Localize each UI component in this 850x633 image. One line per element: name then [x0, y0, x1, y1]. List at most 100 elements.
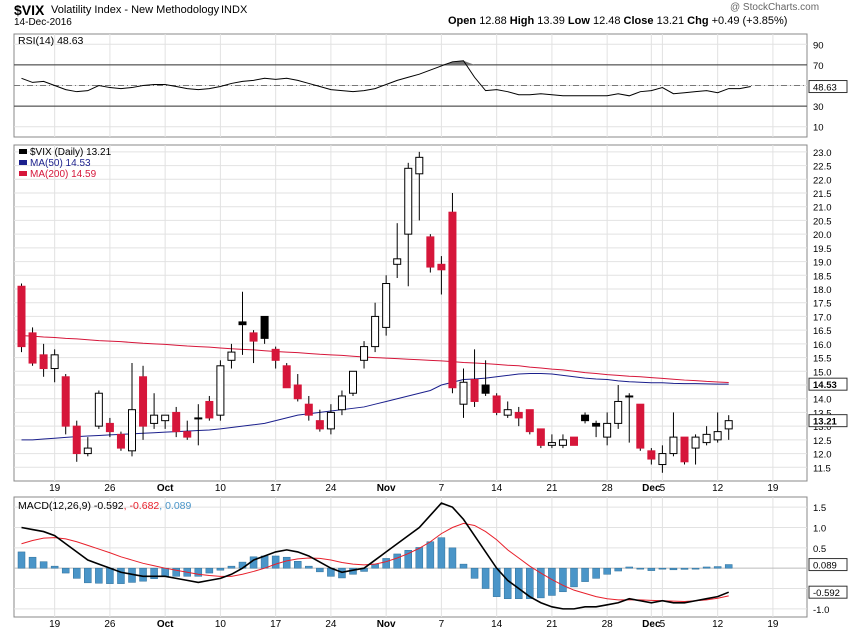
macd-histogram-bar: [625, 566, 633, 569]
ohlc-readout: Open 12.88 High 13.39 Low 12.48 Close 13…: [448, 15, 787, 27]
candle-body: [558, 439, 567, 446]
macd-legend-item: , 0.089: [159, 500, 191, 512]
macd-signal-line: [21, 522, 729, 603]
x-tick-label-macd: 28: [602, 619, 614, 630]
macd-histogram-bar: [139, 567, 147, 582]
chg-value: +0.49 (+3.85%): [711, 15, 788, 27]
candle-body: [238, 321, 247, 326]
x-tick-label-macd: 19: [767, 619, 779, 630]
macd-histogram-bar: [316, 567, 324, 573]
ma50-line: [21, 372, 729, 441]
chart-date: 14-Dec-2016: [14, 17, 72, 28]
x-tick-label: 19: [767, 483, 779, 494]
price-tick-label: 12.5: [813, 436, 832, 447]
price-tick-label: 16.0: [813, 340, 832, 351]
macd-histogram-bar: [282, 556, 291, 569]
x-tick-label: Dec: [642, 483, 661, 494]
macd-histogram-bar: [492, 567, 501, 597]
candle-body: [636, 403, 645, 449]
macd-histogram-bar: [470, 567, 479, 579]
price-tick-label: 16.5: [813, 326, 832, 337]
macd-last-value-tag: [808, 585, 848, 599]
x-tick-label: 7: [439, 483, 445, 494]
macd-histogram-bar: [17, 551, 26, 569]
candle-body: [17, 285, 26, 348]
macd-histogram-bar: [216, 567, 225, 571]
candle-body: [393, 258, 402, 265]
close-value: 13.21: [656, 15, 685, 27]
macd-histogram-bar: [581, 567, 589, 582]
x-tick-label-macd: 5: [660, 619, 666, 630]
price-legend-swatch: [19, 149, 27, 154]
macd-histogram-bar: [382, 558, 390, 569]
x-tick-label-macd: 26: [104, 619, 116, 630]
price-tick-label: 23.0: [813, 148, 832, 159]
price-tick-label: 20.0: [813, 230, 832, 241]
price-last-value-tag: [808, 377, 848, 391]
macd-histogram-bar: [172, 567, 180, 577]
symbol-title: $VIX: [14, 2, 45, 18]
rsi-tick-label: 90: [813, 40, 824, 51]
macd-histogram-bar: [205, 567, 214, 574]
high-label: High: [509, 15, 535, 27]
candle-body: [669, 436, 678, 455]
candle-body: [249, 332, 258, 342]
macd-histogram-bar: [526, 567, 534, 599]
candle-body: [426, 236, 435, 268]
candle-body: [581, 414, 590, 422]
candle-body: [293, 384, 302, 400]
macd-histogram-bar: [194, 567, 203, 577]
macd-histogram-bar: [50, 565, 59, 569]
candle-body: [481, 384, 490, 394]
candle-body: [326, 411, 335, 430]
x-tick-label-macd: 7: [439, 619, 445, 630]
candle-body: [172, 411, 181, 433]
rsi-last-value: 48.63: [813, 83, 837, 94]
candle-body: [150, 414, 159, 424]
candle-body: [260, 315, 269, 339]
price-tick-label: 22.0: [813, 175, 832, 186]
macd-histogram-bar: [95, 567, 103, 584]
macd-histogram-bar: [150, 567, 158, 580]
candle-body: [603, 422, 612, 438]
price-last-value-tag: [808, 414, 848, 428]
candle-body: [371, 315, 380, 348]
macd-histogram-bar: [570, 567, 578, 588]
macd-histogram-bar: [713, 566, 722, 569]
x-tick-label-macd: Nov: [377, 619, 396, 630]
x-tick-label-macd: 21: [546, 619, 558, 630]
macd-histogram-bar: [415, 547, 424, 569]
price-legend-item: MA(200) 14.59: [30, 169, 97, 180]
macd-tick-label: 1.0: [813, 524, 826, 535]
x-tick-label-macd: 14: [491, 619, 503, 630]
x-tick-label-macd: 19: [49, 619, 61, 630]
candle-body: [161, 414, 170, 422]
candle-body: [713, 431, 722, 441]
macd-tick-label: 0.5: [813, 544, 826, 555]
rsi-tick-label: 10: [813, 123, 824, 134]
x-tick-label: 14: [491, 483, 503, 494]
candle-body: [282, 365, 291, 389]
x-tick-label-macd: Oct: [157, 619, 174, 630]
candle-body: [39, 354, 48, 370]
macd-histogram-bar: [404, 550, 412, 569]
close-label: Close: [623, 15, 654, 27]
candle-body: [459, 381, 468, 405]
candle-body: [503, 409, 512, 416]
macd-histogram-bar: [592, 567, 600, 579]
x-tick-label: 12: [712, 483, 724, 494]
x-tick-label: 10: [215, 483, 227, 494]
macd-histogram-bar: [537, 567, 545, 599]
candle-body: [625, 395, 634, 398]
x-tick-label: 24: [325, 483, 337, 494]
macd-legend-item: , -0.682: [124, 500, 160, 512]
candle-body: [647, 450, 656, 460]
low-label: Low: [567, 15, 590, 27]
macd-histogram-bar: [515, 567, 523, 599]
price-tick-label: 19.0: [813, 258, 832, 269]
candle-body: [349, 370, 357, 394]
macd-histogram-bar: [61, 567, 70, 574]
candle-body: [382, 283, 391, 328]
open-label: Open: [448, 15, 477, 27]
